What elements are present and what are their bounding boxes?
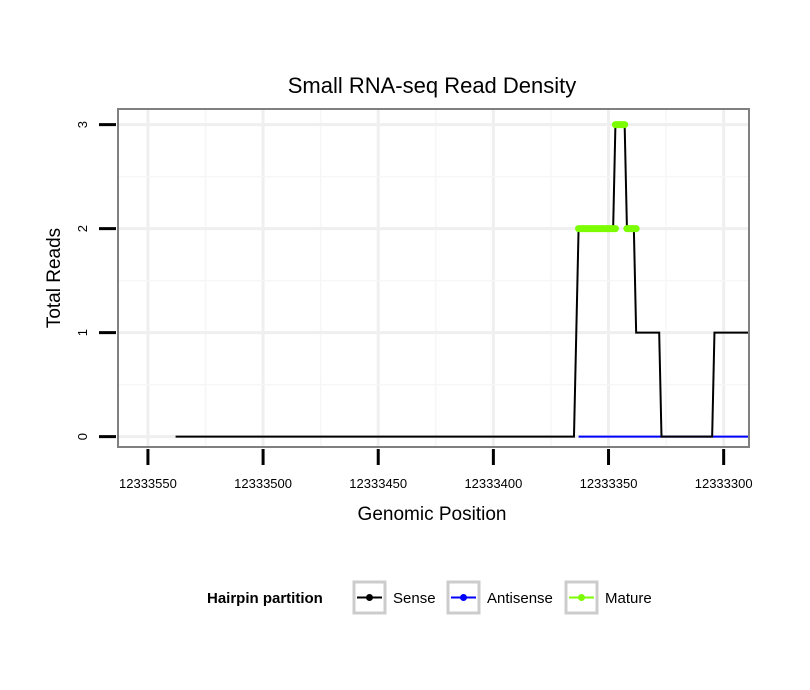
legend-key-dot-antisense (460, 594, 467, 601)
legend-label-sense: Sense (393, 590, 436, 607)
x-tick-label: 12333400 (464, 476, 522, 491)
x-tick-label: 12333550 (119, 476, 177, 491)
legend-label-mature: Mature (605, 590, 652, 607)
y-tick-label: 2 (75, 225, 90, 232)
x-tick-label: 12333450 (349, 476, 407, 491)
legend: Hairpin partition Sense Antisense Mature (207, 580, 652, 615)
grid (118, 109, 749, 447)
x-axis-title: Genomic Position (358, 504, 507, 525)
y-tick-label: 1 (75, 329, 90, 336)
panel-border (117, 108, 750, 448)
y-axis-title: Total Reads (44, 228, 65, 328)
chart-title: Small RNA-seq Read Density (288, 73, 577, 98)
legend-label-antisense: Antisense (487, 590, 553, 607)
y-tick-label: 0 (75, 433, 90, 440)
y-tick-label: 3 (75, 121, 90, 128)
x-tick-label: 12333350 (580, 476, 638, 491)
x-axis: 12333550 12333500 12333450 12333400 12333350… (119, 449, 753, 491)
y-axis: 0 1 2 3 (75, 121, 116, 440)
series-layer (175, 121, 749, 438)
legend-title: Hairpin partition (207, 590, 323, 607)
x-tick-label: 12333300 (695, 476, 753, 491)
x-tick-label: 12333500 (234, 476, 292, 491)
legend-key-dot-mature (578, 594, 585, 601)
legend-key-dot-sense (366, 594, 373, 601)
